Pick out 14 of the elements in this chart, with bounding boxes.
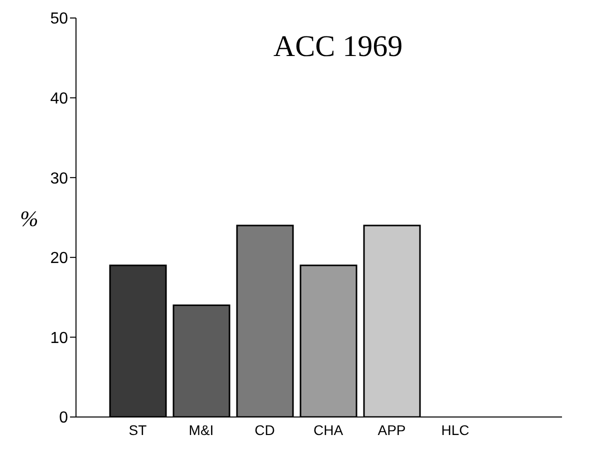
x-tick-label: M&I bbox=[188, 422, 214, 438]
y-tick-label: 20 bbox=[50, 250, 68, 268]
y-tick-label: 30 bbox=[50, 170, 68, 188]
x-tick-label: APP bbox=[378, 422, 406, 438]
x-tick-label: HLC bbox=[441, 422, 470, 438]
x-tick-label: ST bbox=[128, 422, 148, 438]
x-tick-label: CHA bbox=[313, 422, 344, 438]
x-tick-label: CD bbox=[254, 422, 275, 438]
y-tick-label: 10 bbox=[50, 330, 68, 347]
chart-title: ACC 1969 bbox=[273, 30, 403, 63]
y-tick-label: 0 bbox=[59, 410, 68, 427]
y-axis-title: % bbox=[20, 206, 38, 231]
y-tick-label: 40 bbox=[50, 90, 68, 108]
y-tick-label: 50 bbox=[50, 10, 68, 28]
